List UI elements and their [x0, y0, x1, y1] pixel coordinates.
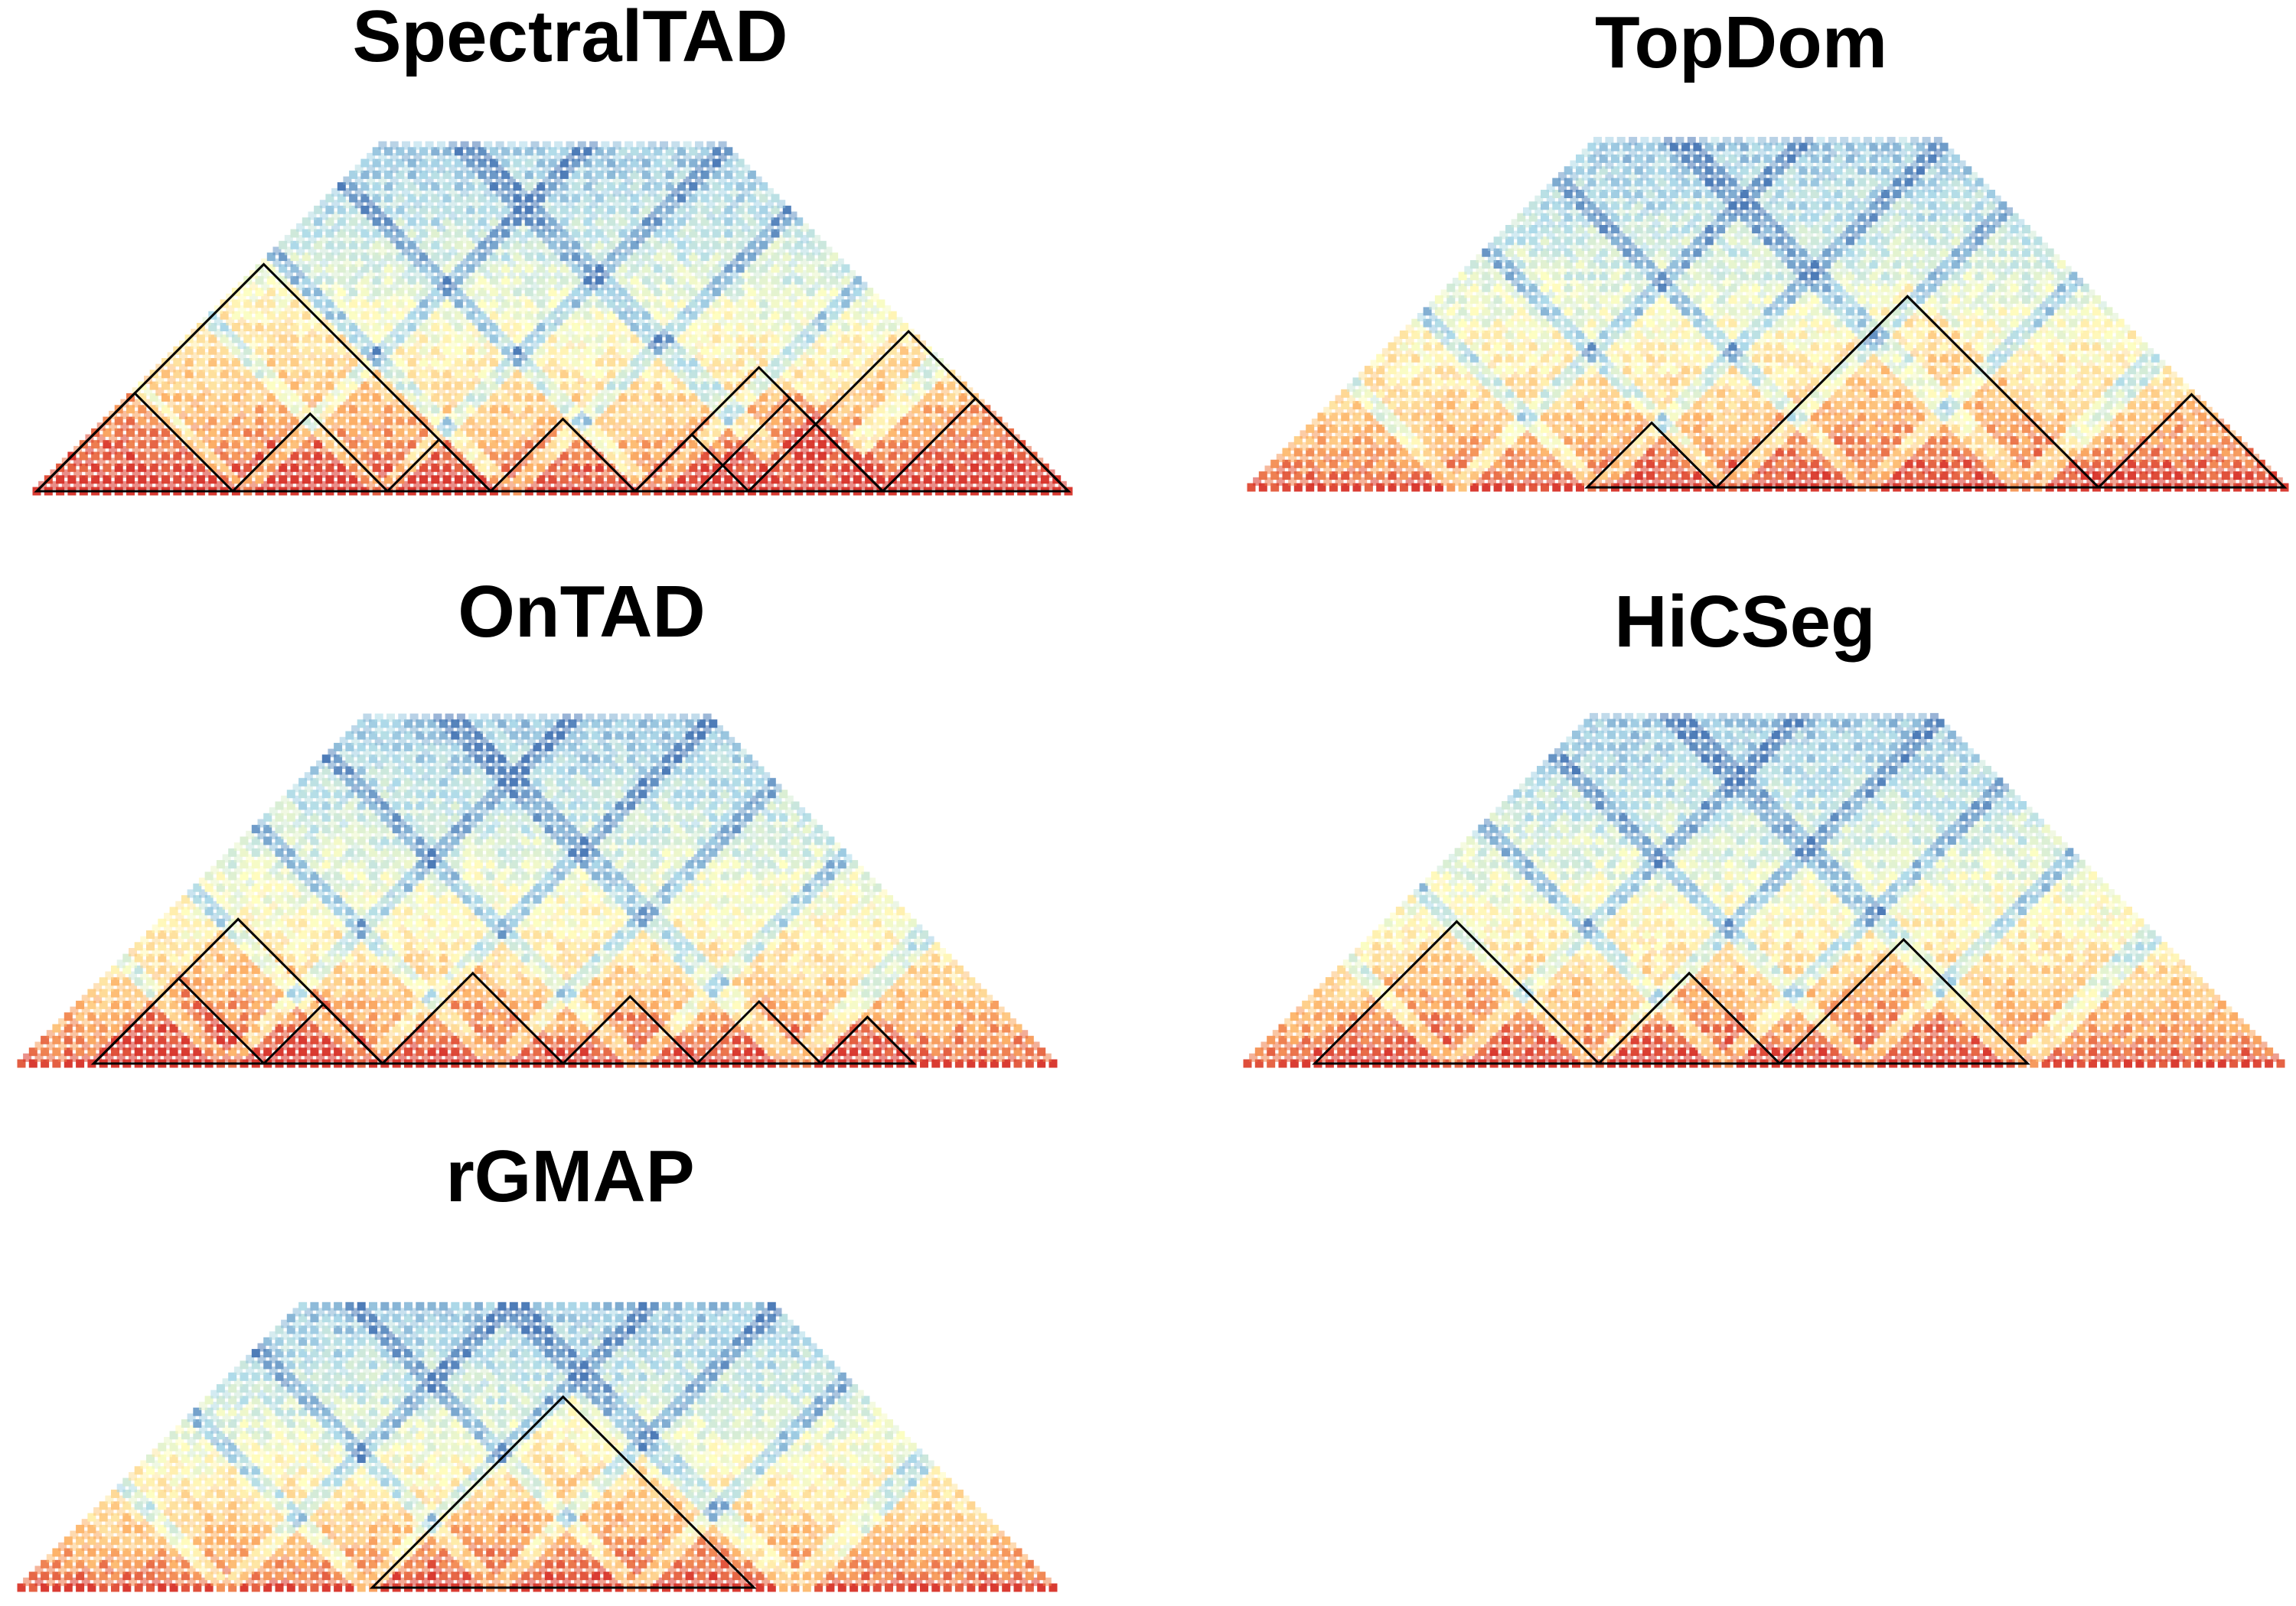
tad-outlines [90, 917, 917, 1065]
panel-title-rgmap: rGMAP [445, 1135, 695, 1217]
contact-cells [17, 1301, 1058, 1592]
tad-outlines [1584, 295, 2288, 489]
tad-triangle [369, 1395, 757, 1589]
tad-outlines [1312, 920, 2030, 1065]
tad-triangle [2095, 393, 2288, 489]
tad-triangle [261, 1002, 386, 1065]
panel-title-spectraltad: SpectralTAD [352, 0, 788, 77]
heatmap-rgmap [17, 1301, 1058, 1592]
contact-cells [1243, 712, 2285, 1068]
tad-triangle [694, 999, 824, 1065]
panel-title-topdom: TopDom [1594, 2, 1888, 83]
tad-triangle [90, 917, 386, 1065]
tad-outlines [369, 1395, 757, 1589]
tad-triangle [230, 412, 390, 493]
heatmap-topdom [1247, 136, 2289, 492]
heatmap-spectraltad [32, 141, 1073, 496]
tad-triangle [488, 417, 638, 493]
tad-triangle [560, 995, 700, 1065]
contact-cells [17, 713, 1058, 1068]
tad-triangle [384, 438, 494, 493]
tad-triangle [818, 1015, 917, 1065]
tad-triangle [1596, 971, 1782, 1065]
tad-triangle [1776, 937, 2030, 1065]
tad-triangle [380, 971, 566, 1065]
tad-triangle [1312, 920, 1602, 1065]
tad-triangle [745, 329, 1071, 493]
panel-title-ontad: OnTAD [458, 571, 706, 653]
contact-cells [1247, 136, 2289, 492]
heatmap-ontad [17, 713, 1058, 1068]
tad-triangle [1713, 295, 2102, 489]
tad-triangle [1584, 421, 1720, 489]
heatmap-hicseg [1243, 712, 2285, 1068]
contact-cells [32, 141, 1073, 496]
panel-title-hicseg: HiCSeg [1614, 581, 1876, 663]
tad-outlines [34, 262, 1071, 493]
